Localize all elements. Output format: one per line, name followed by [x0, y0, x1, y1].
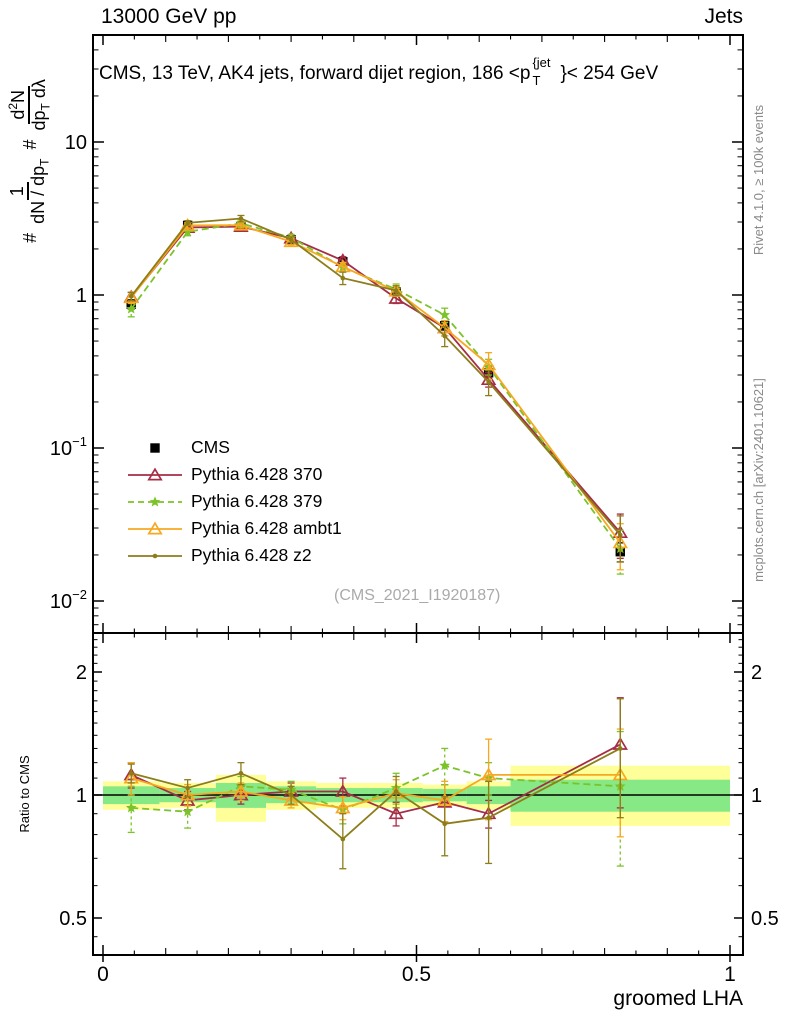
svg-text:0.5: 0.5	[402, 963, 431, 986]
plot-title-tail: }< 254 GeV	[560, 63, 659, 84]
legend-item-py379: Pythia 6.428 379	[127, 488, 342, 515]
legend-label-py370: Pythia 6.428 370	[191, 464, 323, 484]
legend-item-py370: Pythia 6.428 370	[127, 461, 342, 488]
pt-subscript: T	[532, 73, 541, 88]
legend-item-cms: CMS	[127, 434, 342, 461]
series-z2-main	[127, 214, 624, 563]
rivet-version-note: Rivet 4.1.0, ≥ 100k events	[751, 104, 766, 256]
differential-fraction: d2N dpT dλ	[6, 79, 53, 131]
legend-label-cms: CMS	[191, 437, 230, 457]
legend-marker-z2	[128, 553, 182, 558]
legend-label-z2: Pythia 6.428 z2	[191, 545, 312, 565]
svg-text:1: 1	[76, 285, 87, 307]
legend: CMS Pythia 6.428 370 Pythia 6.428 379 Pythi…	[127, 434, 342, 569]
legend-item-z2: Pythia 6.428 z2	[127, 542, 342, 569]
svg-text:1: 1	[724, 963, 736, 986]
panel-frames	[92, 34, 744, 956]
main-y-axis-label: # 1 dN / dpT # d2N dpT dλ	[0, 10, 65, 310]
pt-superscript: {jet	[532, 55, 551, 70]
svg-text:0.5: 0.5	[59, 908, 87, 930]
svg-text:10−2: 10−2	[50, 587, 87, 613]
legend-marker-py379	[128, 495, 182, 506]
legend-marker-cms	[150, 442, 160, 453]
plot-title: CMS, 13 TeV, AK4 jets, forward dijet reg…	[99, 55, 659, 88]
series-z2-ratio	[127, 698, 624, 870]
ratio-y-axis-label: Ratio to CMS	[17, 755, 32, 833]
normalization-fraction: 1 dN / dpT	[7, 158, 52, 224]
svg-text:2: 2	[76, 662, 87, 684]
axis-tick-labels: 10 1 10−1 10−2 2 2 1 1 0.5 0.5 0 0.5 1	[50, 132, 779, 986]
hash-sign: #	[19, 232, 40, 243]
pt-superscript-subscript: {jet T	[530, 55, 560, 88]
svg-text:1: 1	[76, 785, 87, 807]
svg-text:10−1: 10−1	[50, 434, 87, 460]
mcplots-arxiv-note: mcplots.cern.ch [arXiv:2401.10621]	[751, 378, 766, 582]
legend-label-py379: Pythia 6.428 379	[191, 491, 323, 511]
plot-title-text: CMS, 13 TeV, AK4 jets, forward dijet reg…	[99, 63, 531, 84]
x-axis-title: groomed LHA	[613, 987, 743, 1010]
analysis-id-watermark: (CMS_2021_I1920187)	[334, 587, 501, 604]
legend-label-ambt1: Pythia 6.428 ambt1	[191, 518, 342, 538]
svg-text:0.5: 0.5	[751, 908, 779, 930]
svg-text:2: 2	[751, 662, 762, 684]
svg-text:1: 1	[751, 785, 762, 807]
axis-ticks	[93, 35, 743, 962]
process-label: Jets	[704, 5, 743, 28]
beam-energy-label: 13000 GeV pp	[101, 5, 237, 28]
hash-sign: #	[19, 139, 40, 150]
svg-text:0: 0	[97, 963, 109, 986]
svg-text:10: 10	[65, 132, 87, 154]
legend-item-ambt1: Pythia 6.428 ambt1	[127, 515, 342, 542]
legend-marker-ambt1	[128, 521, 182, 534]
legend-marker-py370	[128, 467, 182, 480]
